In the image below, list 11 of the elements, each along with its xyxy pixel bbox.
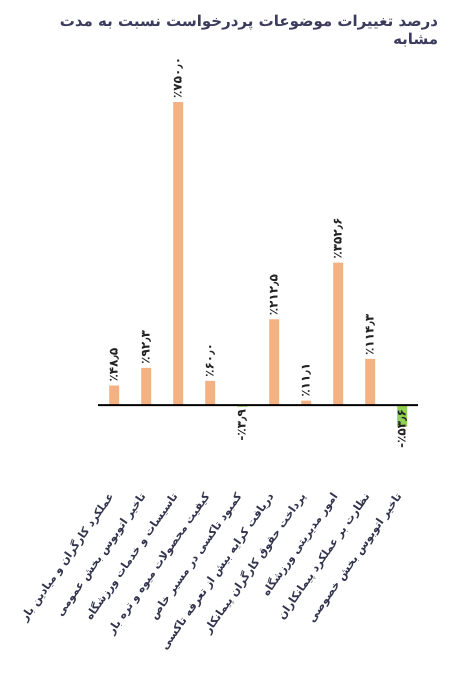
data-label: ٪۴۸٫۵	[106, 348, 120, 382]
data-label: -٪۳٫۹	[234, 408, 248, 441]
data-label: ٪۲۱۲٫۵	[266, 274, 280, 316]
data-label: ٪۱۱٫۱	[298, 362, 312, 397]
data-label: ٪۹۲٫۳	[138, 329, 152, 364]
data-label: -٪۵۳٫۶	[394, 409, 408, 448]
chart-title: درصد تغییرات موضوعات پردرخواست نسبت به مدت مشابه	[58, 11, 439, 50]
data-label: ٪۶۰٫۰	[202, 343, 216, 377]
data-label: ٪۱۱۴٫۳	[362, 313, 376, 355]
data-label: ٪۷۵۰٫۰	[170, 56, 184, 98]
data-label: ٪۳۵۲٫۶	[330, 218, 344, 259]
